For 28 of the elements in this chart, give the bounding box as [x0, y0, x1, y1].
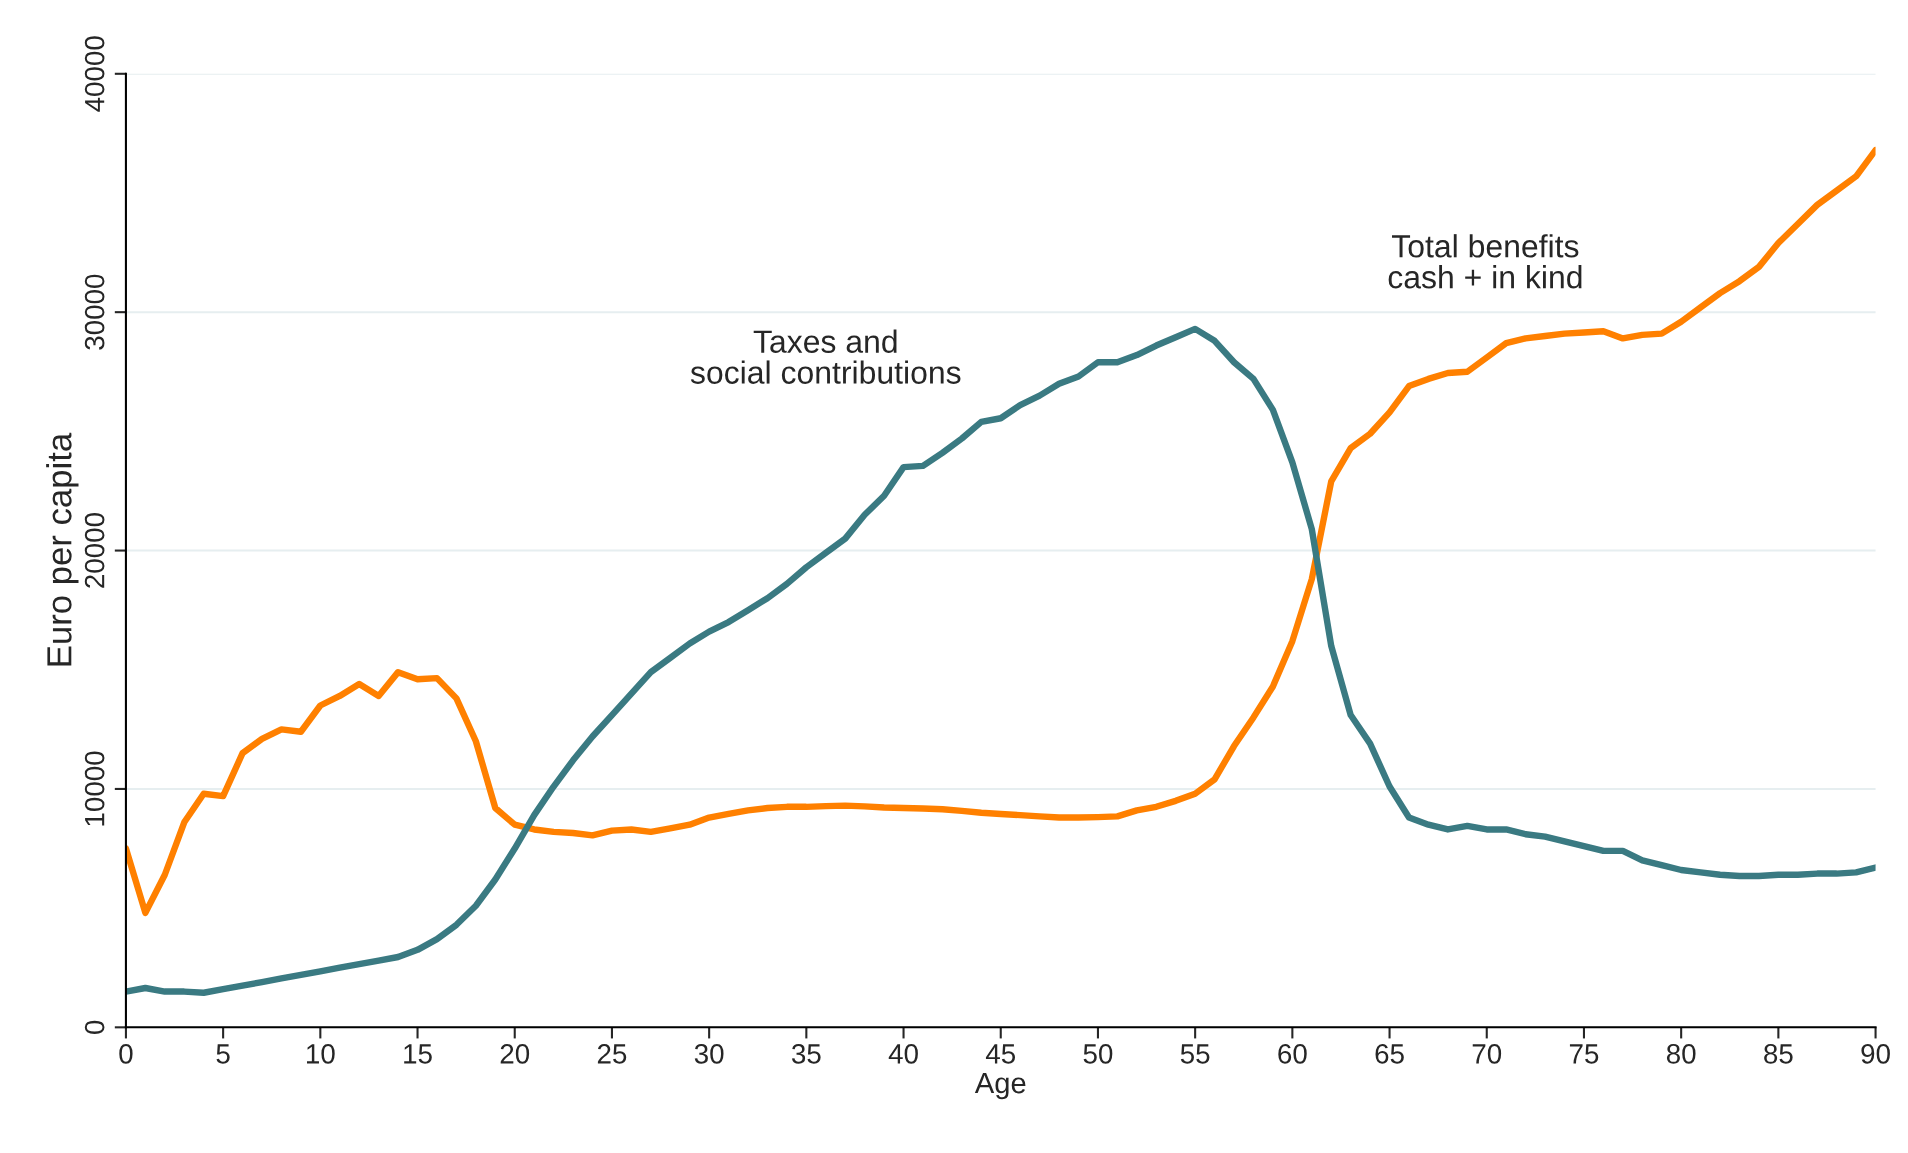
x-tick-label: 65 — [1375, 1044, 1404, 1064]
x-tick-label: 5 — [216, 1044, 230, 1064]
x-tick-label: 20 — [500, 1044, 530, 1064]
x-tick-label: 30 — [694, 1044, 724, 1064]
x-tick-label: 75 — [1569, 1044, 1599, 1064]
series-label: Taxes and social contributions — [690, 329, 961, 384]
x-axis-title: Age — [974, 1073, 1026, 1100]
x-tick-label: 10 — [307, 1044, 335, 1064]
x-tick-label: 25 — [597, 1044, 627, 1064]
y-tick-label: 0 — [84, 1020, 105, 1034]
y-tick-label: 40000 — [84, 36, 105, 112]
x-tick-label: 40 — [888, 1044, 918, 1064]
x-tick-label: 60 — [1278, 1044, 1307, 1064]
x-tick-label: 55 — [1180, 1044, 1210, 1064]
x-tick-label: 85 — [1764, 1044, 1793, 1064]
x-tick-label: 90 — [1861, 1044, 1890, 1064]
y-tick-label: 30000 — [84, 274, 105, 350]
x-tick-label: 70 — [1472, 1044, 1502, 1064]
series-label: Total benefits cash + in kind — [1388, 234, 1582, 289]
y-tick-label: 20000 — [84, 513, 105, 588]
x-tick-label: 45 — [985, 1044, 1016, 1064]
x-tick-label: 80 — [1666, 1044, 1696, 1064]
y-axis-title: Euro per capita — [46, 432, 79, 666]
x-tick-label: 15 — [404, 1044, 432, 1064]
x-tick-label: 50 — [1083, 1044, 1113, 1064]
x-tick-label: 0 — [119, 1044, 133, 1064]
x-tick-label: 35 — [791, 1044, 821, 1064]
y-tick-label: 10000 — [84, 751, 105, 826]
